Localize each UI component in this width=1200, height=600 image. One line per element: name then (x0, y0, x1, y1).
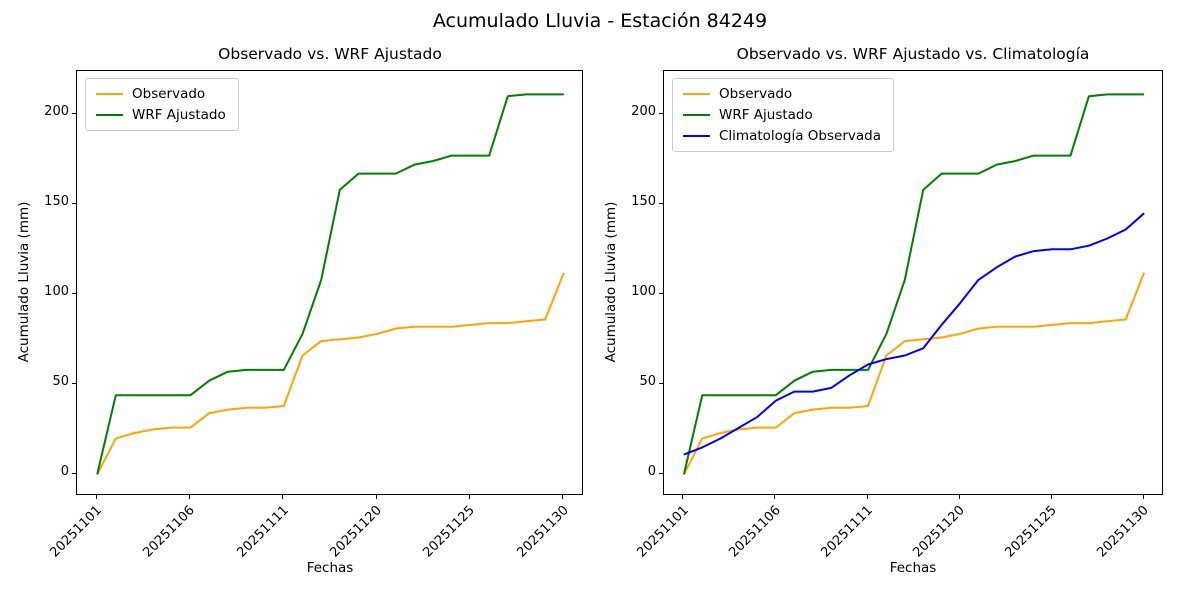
right-chart-y-tickmark (659, 382, 663, 384)
left-x-axis-label: Fechas (306, 560, 354, 576)
figure-title: Acumulado Lluvia - Estación 84249 (432, 10, 768, 32)
right-chart-x-tick-label: 20251106 (726, 503, 784, 561)
right-chart-y-tick-label: 150 (631, 194, 656, 210)
left-chart-y-tick-label: 0 (60, 464, 69, 480)
right-chart-x-tick-label: 20251101 (634, 503, 692, 561)
right-chart-y-tick-label: 50 (639, 374, 656, 390)
left-chart-legend-entry: Observado (96, 86, 226, 102)
right-chart-legend-entry: WRF Ajustado (683, 107, 881, 123)
right-chart-x-tickmark (1142, 495, 1144, 499)
legend-line-swatch (96, 93, 123, 95)
legend-label: Observado (719, 86, 793, 102)
right-chart-title: Observado vs. WRF Ajustado vs. Climatolo… (736, 45, 1090, 63)
legend-line-swatch (683, 114, 710, 116)
legend-line-swatch (683, 135, 710, 137)
left-chart-x-tickmark (95, 495, 97, 499)
right-chart-line-wrf-ajustado (682, 93, 1145, 475)
left-chart-x-tickmark (375, 495, 377, 499)
right-chart-y-tickmark (659, 202, 663, 204)
left-chart-x-tick-label: 20251106 (140, 503, 199, 561)
legend-line-swatch (96, 114, 123, 116)
left-y-axis-label: Acumulado Lluvia (mm) (16, 201, 32, 363)
left-chart-line-observado (96, 272, 565, 475)
left-chart-y-tick-label: 100 (44, 284, 69, 300)
right-chart-y-tick-label: 200 (631, 104, 656, 120)
left-chart-y-tickmark (72, 472, 76, 474)
right-chart-y-tick-label: 0 (647, 464, 656, 480)
left-chart-title: Observado vs. WRF Ajustado (218, 45, 442, 63)
right-chart-y-tickmark (659, 112, 663, 114)
legend-label: WRF Ajustado (132, 107, 226, 123)
left-chart-y-tick-label: 200 (44, 104, 69, 120)
right-chart-x-tickmark (866, 495, 868, 499)
left-chart-y-tick-label: 150 (44, 194, 69, 210)
left-chart-y-tickmark (72, 112, 76, 114)
left-chart-x-tickmark (469, 495, 470, 499)
left-chart-y-tickmark (72, 292, 76, 294)
right-chart-x-tickmark (1050, 495, 1052, 499)
legend-label: WRF Ajustado (719, 107, 813, 123)
right-chart-legend-entry: Climatología Observada (683, 128, 881, 144)
left-chart-x-tick-label: 20251130 (514, 503, 572, 561)
left-chart-x-tick-label: 20251111 (234, 503, 292, 561)
left-chart-x-tickmark (189, 495, 190, 499)
left-chart-y-tick-label: 50 (52, 374, 69, 390)
right-chart-legend: Observado WRF Ajustado Climatología Observ… (672, 78, 894, 152)
right-chart-y-tickmark (659, 292, 663, 294)
left-chart-y-tickmark (72, 202, 76, 204)
right-chart-legend-entry: Observado (683, 86, 881, 102)
left-chart-x-tickmark (282, 495, 284, 499)
right-chart-y-tickmark (659, 472, 663, 474)
left-chart-legend: Observado WRF Ajustado (85, 78, 239, 131)
right-chart-x-tickmark (958, 495, 960, 499)
left-chart-x-tick-label: 20251120 (327, 503, 385, 561)
left-chart-line-wrf-ajustado (96, 93, 564, 475)
right-chart-x-tick-label: 20251120 (910, 503, 968, 561)
left-chart-x-tick-label: 20251101 (47, 503, 105, 561)
legend-line-swatch (683, 93, 710, 95)
left-chart-y-tickmark (72, 382, 76, 384)
right-chart-line-climatolog-a-observada (683, 212, 1145, 456)
legend-label: Observado (132, 86, 206, 102)
right-chart-x-tick-label: 20251130 (1094, 503, 1152, 561)
right-chart-line-observado (683, 272, 1146, 475)
left-chart-plot-area (76, 70, 583, 495)
right-chart-x-tickmark (682, 495, 684, 499)
right-chart-x-tick-label: 20251111 (818, 503, 876, 561)
right-chart-y-tick-label: 100 (631, 284, 656, 300)
right-y-axis-label: Acumulado Lluvia (mm) (603, 201, 619, 363)
right-chart-x-tick-label: 20251125 (1002, 503, 1060, 561)
legend-label: Climatología Observada (719, 128, 881, 144)
left-chart-series-svg (96, 93, 565, 475)
right-chart-series-svg (682, 93, 1146, 475)
left-chart-legend-entry: WRF Ajustado (96, 107, 226, 123)
right-x-axis-label: Fechas (889, 560, 937, 576)
right-chart-x-tickmark (774, 495, 776, 499)
left-chart-x-tickmark (562, 495, 564, 499)
left-chart-x-tick-label: 20251125 (420, 503, 479, 561)
